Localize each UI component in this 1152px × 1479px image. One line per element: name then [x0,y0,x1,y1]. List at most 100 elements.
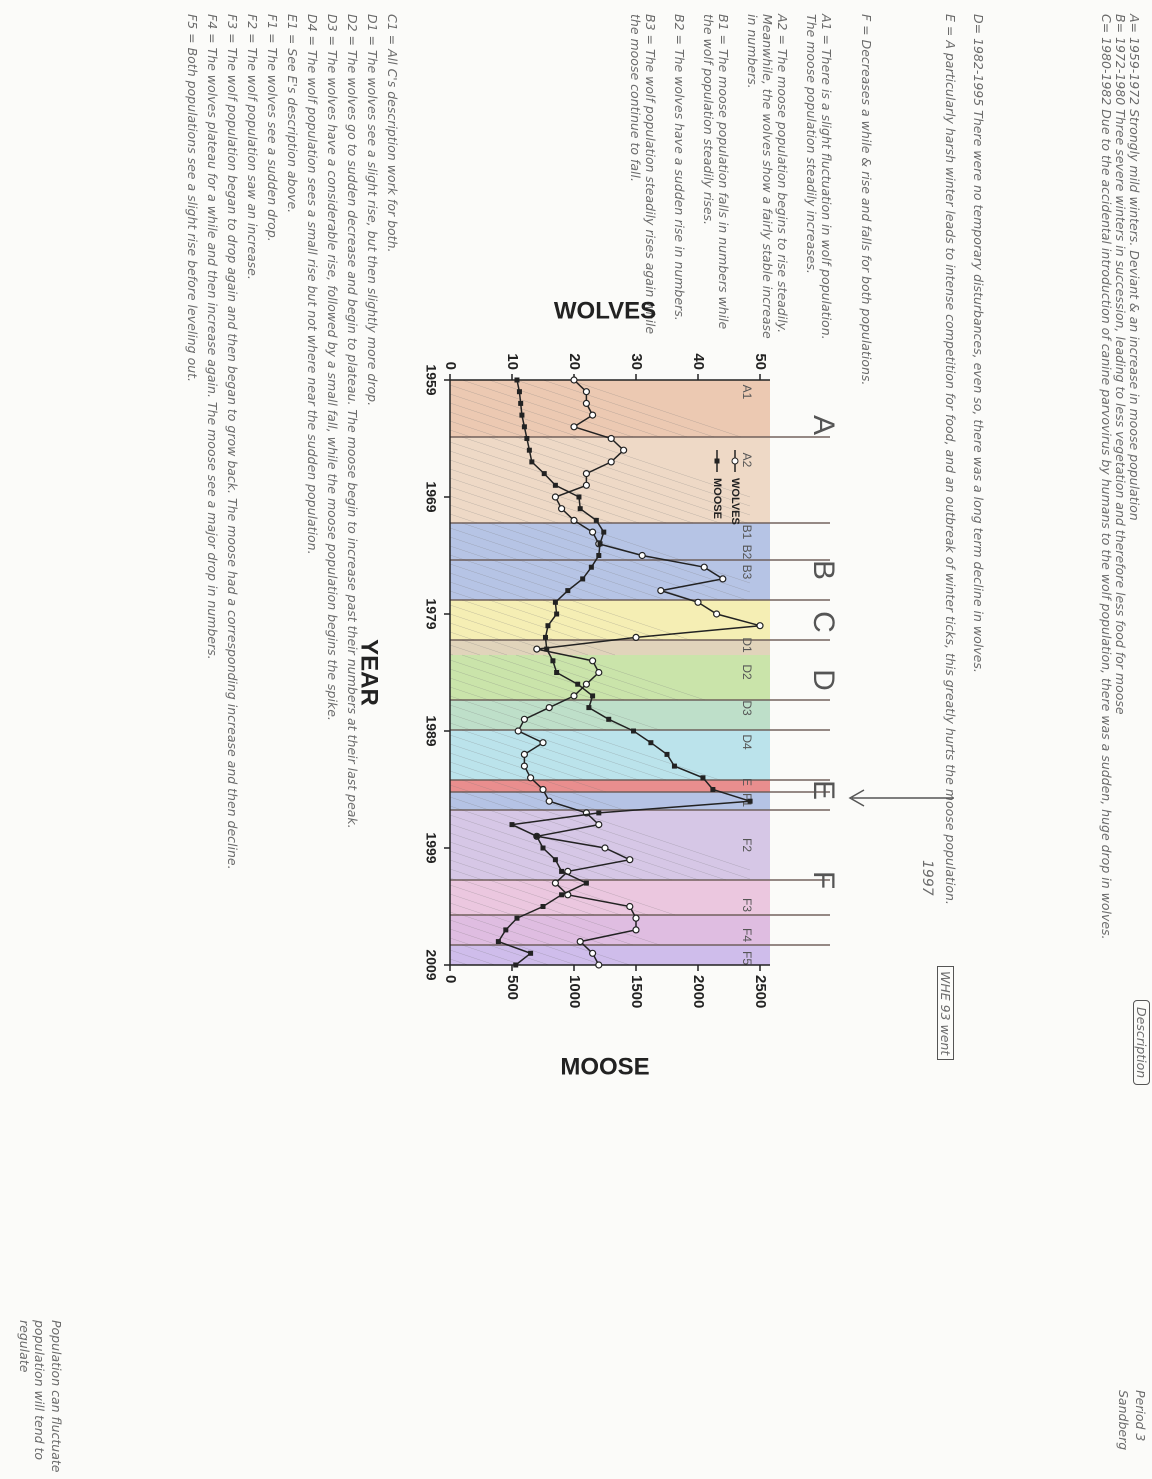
wolf-point [583,482,589,488]
y2-tick-label: 500 [504,975,521,1000]
period-band [450,810,770,880]
sub-period-label: B2 [740,545,754,560]
moose-point [578,506,583,511]
sub-period-label: D1 [740,637,754,653]
period-band [450,437,770,523]
moose-point [584,881,589,886]
wolf-point [596,541,602,547]
moose-point [514,378,519,383]
hatch [450,869,483,880]
hatch [450,564,558,600]
hatch [462,792,516,810]
wolf-point [521,751,527,757]
period-note: C= 1980-1982 Due to the accidental intro… [1098,14,1114,1094]
x-tick-label: 1999 [423,832,439,863]
wolf-point [596,962,602,968]
hatch [570,600,690,640]
hatch [543,810,750,879]
wolf-point [583,471,589,477]
moose-point [672,764,677,769]
hatch [450,723,471,730]
hatch [450,591,477,600]
moose-point [580,576,585,581]
hatch [450,938,471,945]
moose-point [553,600,558,605]
hatch [450,920,525,945]
hatch [489,730,639,780]
series-line [498,380,750,965]
sub-period-label: F4 [740,928,754,942]
wolf-point [515,728,521,734]
sub-period-label: F2 [740,838,754,852]
hatch [489,945,549,965]
hatch [450,394,579,437]
hatch [489,915,579,945]
moose-point [518,401,523,406]
detail-note: A1 = There is a slight fluctuation in wo… [804,14,834,349]
wolf-point [590,529,596,535]
period-band [450,523,770,600]
moose-point [519,413,524,418]
moose-point [590,693,595,698]
hatch [516,880,621,915]
hatch [570,730,720,780]
hatch [450,894,513,915]
hatch [450,860,510,880]
hatch [543,780,579,792]
moose-point [527,448,532,453]
hatch [516,655,651,700]
hatch [450,705,525,730]
sub-period-label: E [740,778,754,786]
hatch [570,437,750,497]
period-band [450,380,770,437]
moose-point [575,682,580,687]
hatch [570,880,675,915]
y2-tick-label: 0 [442,975,459,983]
hatch [450,762,504,780]
hatch [450,806,462,810]
hatch [450,496,531,523]
wolf-point [565,892,571,898]
wolf-point [590,658,596,664]
wolf-point [534,833,540,839]
hatch [450,824,618,880]
moose-point [601,530,606,535]
period-note: E = A particularly harsh winter leads to… [942,14,958,1094]
sub-period-label: F3 [740,898,754,912]
wolf-point [608,459,614,465]
period-label: D [807,669,840,691]
hatch [462,880,567,915]
y-tick-label: 0 [442,362,459,370]
wolf-point [639,553,645,559]
hatch [462,600,582,640]
y-tick-label: 40 [690,353,707,370]
rotated-sheet: Description Period 3Sandberg A= 1959-197… [0,0,1152,1479]
boxed-note: WHE 93 went [937,966,954,1060]
hatch [450,605,555,640]
moose-point [553,483,558,488]
wolf-point [583,810,589,816]
hatch [450,623,501,640]
hatch [450,546,612,600]
period-band [450,700,770,730]
wolf-point [695,599,701,605]
moose-point [503,927,508,932]
corner-line: Period 3 [1133,1390,1148,1450]
hatch [543,655,678,700]
hatch [570,780,606,792]
hatch [450,614,528,640]
hatch [489,700,579,730]
hatch [450,815,645,880]
moose-point [748,799,753,804]
moose-point [700,775,705,780]
hatch [450,555,585,600]
wolf-point [571,517,577,523]
hatch [450,912,459,915]
hatch [450,735,585,780]
hatch [450,537,639,600]
moose-point [606,717,611,722]
period-band [450,640,770,655]
sub-period-label: A2 [740,453,754,468]
wolf-point [757,623,763,629]
moose-point [544,647,549,652]
